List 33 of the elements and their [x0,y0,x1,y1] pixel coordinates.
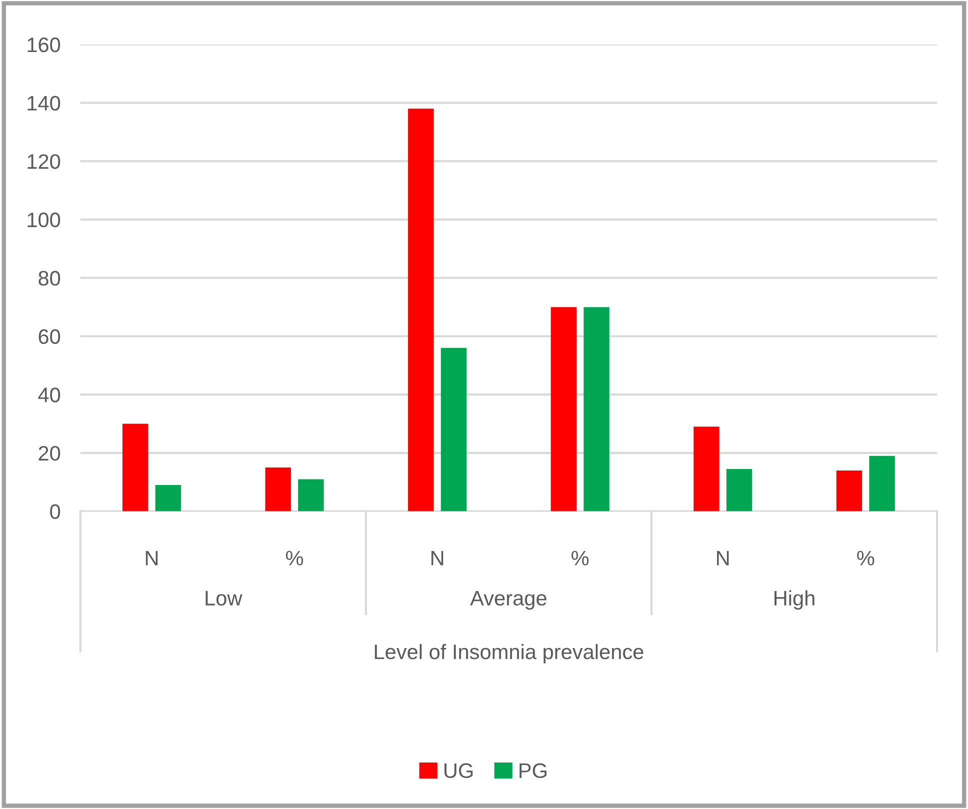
bar [836,470,862,512]
x-tick-label: % [286,550,304,566]
text: High [774,590,814,610]
y-tick-label: 160 [28,37,60,52]
bar [122,424,148,512]
legend-label: UG [444,763,473,778]
bar [155,485,182,512]
bar [694,426,720,512]
x-tick-label: N [431,550,444,566]
bar [408,108,434,512]
y-tick-label: 20 [38,446,60,461]
bar [726,468,752,512]
legend-label: PG [520,763,546,778]
y-tick-label: 0 [50,504,60,520]
text: Low [206,591,242,606]
y-tick-label: 80 [38,270,60,286]
x-tick-label: % [572,550,589,566]
x-tick-label: N [717,550,729,566]
y-tick-label: 120 [28,154,60,169]
bar [869,456,895,512]
y-tick-label: 60 [38,329,60,344]
bar [440,348,467,512]
bar [265,468,291,512]
y-tick-label: 140 [28,96,60,111]
x-tick-label: N [146,550,158,566]
x-tick-label: % [857,550,874,566]
text: Average [470,591,546,610]
bar [584,307,610,512]
bar [550,307,577,512]
y-tick-label: 100 [28,212,60,228]
x-axis-title: Level of Insomnia prevalence [374,644,644,664]
bar [298,479,324,512]
y-tick-label: 40 [38,388,60,402]
